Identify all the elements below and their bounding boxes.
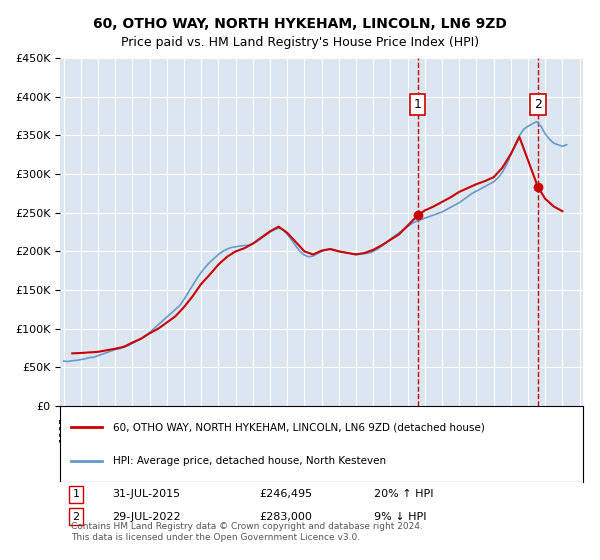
Text: 60, OTHO WAY, NORTH HYKEHAM, LINCOLN, LN6 9ZD (detached house): 60, OTHO WAY, NORTH HYKEHAM, LINCOLN, LN… bbox=[113, 422, 484, 432]
Text: 2: 2 bbox=[534, 98, 542, 111]
Text: 1: 1 bbox=[73, 489, 79, 500]
Text: 9% ↓ HPI: 9% ↓ HPI bbox=[374, 511, 427, 521]
Text: £246,495: £246,495 bbox=[259, 489, 312, 500]
Text: Contains HM Land Registry data © Crown copyright and database right 2024.
This d: Contains HM Land Registry data © Crown c… bbox=[71, 522, 422, 542]
Text: 1: 1 bbox=[413, 98, 422, 111]
Text: HPI: Average price, detached house, North Kesteven: HPI: Average price, detached house, Nort… bbox=[113, 455, 386, 465]
Text: 31-JUL-2015: 31-JUL-2015 bbox=[113, 489, 181, 500]
Text: 2: 2 bbox=[73, 511, 79, 521]
Text: 20% ↑ HPI: 20% ↑ HPI bbox=[374, 489, 433, 500]
Text: Price paid vs. HM Land Registry's House Price Index (HPI): Price paid vs. HM Land Registry's House … bbox=[121, 36, 479, 49]
Text: 29-JUL-2022: 29-JUL-2022 bbox=[113, 511, 181, 521]
Text: £283,000: £283,000 bbox=[259, 511, 312, 521]
Text: 60, OTHO WAY, NORTH HYKEHAM, LINCOLN, LN6 9ZD: 60, OTHO WAY, NORTH HYKEHAM, LINCOLN, LN… bbox=[93, 17, 507, 31]
